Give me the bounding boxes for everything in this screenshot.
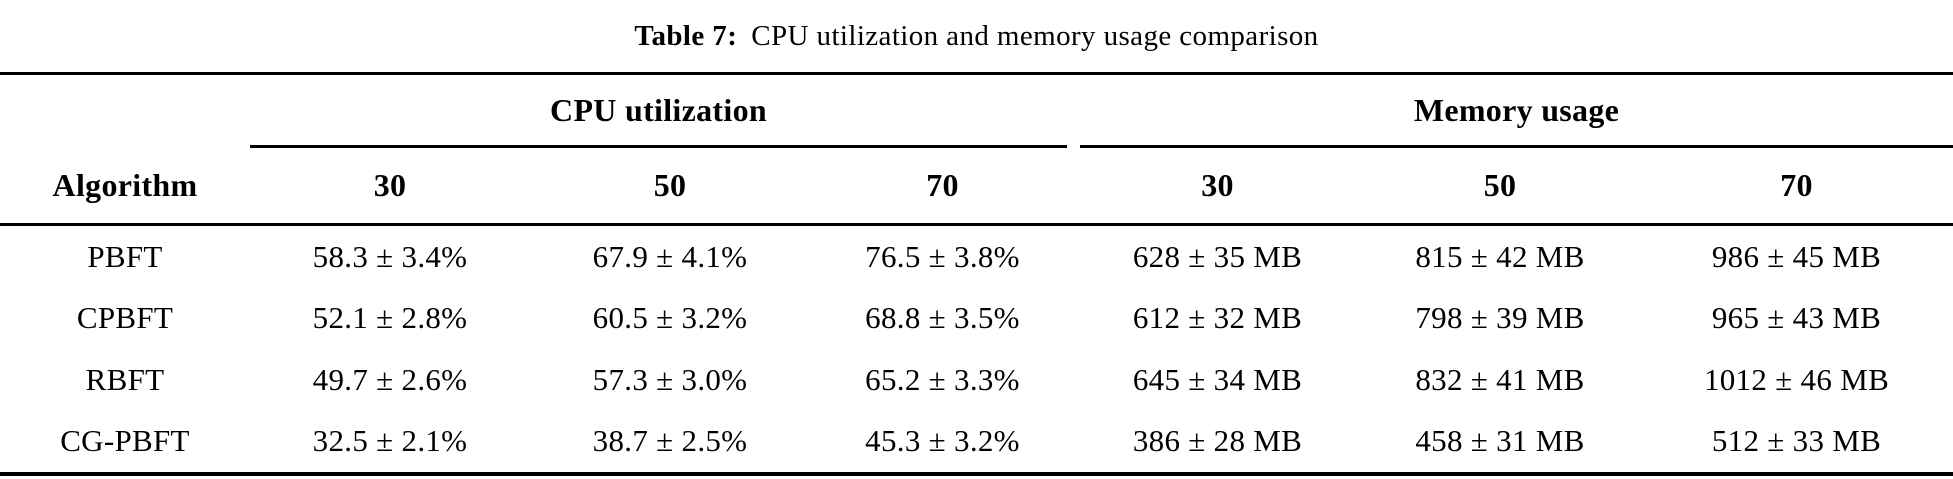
comparison-table: CPU utilization Memory usage Algorithm 3… xyxy=(0,72,1953,476)
table-cell: 65.2 ± 3.3% xyxy=(865,361,1020,397)
column-header-mem-70: 70 xyxy=(1780,167,1813,203)
column-header-mem-30: 30 xyxy=(1201,167,1234,203)
table-cell: 815 ± 42 MB xyxy=(1415,238,1585,274)
column-header-cpu-70: 70 xyxy=(926,167,959,203)
table-cell: 965 ± 43 MB xyxy=(1711,300,1882,336)
table-caption-text: CPU utilization and memory usage compari… xyxy=(751,19,1319,52)
table-cell: 612 ± 32 MB xyxy=(1132,300,1303,336)
table-caption-label: Table 7: xyxy=(634,19,738,52)
column-header-row: Algorithm 30 50 70 30 50 70 xyxy=(0,148,1953,226)
table-cell: 67.9 ± 4.1% xyxy=(592,238,748,274)
column-header-cpu-30: 30 xyxy=(373,167,407,203)
table-cell: 52.1 ± 2.8% xyxy=(312,300,468,336)
group-header-row: CPU utilization Memory usage xyxy=(0,75,1953,148)
table-cell: 512 ± 33 MB xyxy=(1711,423,1882,459)
table-row-cpbft: CPBFT 52.1 ± 2.8% 60.5 ± 3.2% 68.8 ± 3.5… xyxy=(0,288,1953,350)
table-cell: 60.5 ± 3.2% xyxy=(592,300,748,336)
table-cell: 628 ± 35 MB xyxy=(1132,238,1303,274)
row-label: RBFT xyxy=(85,361,165,397)
group-header-cpu-utilization: CPU utilization xyxy=(250,75,1067,148)
table-row-rbft: RBFT 49.7 ± 2.6% 57.3 ± 3.0% 65.2 ± 3.3%… xyxy=(0,349,1953,411)
table-cell: 58.3 ± 3.4% xyxy=(312,238,468,274)
group-header-spacer xyxy=(0,75,250,148)
table-cell: 38.7 ± 2.5% xyxy=(592,423,748,459)
group-header-memory-usage: Memory usage xyxy=(1080,75,1953,148)
table-cell: 57.3 ± 3.0% xyxy=(592,361,748,397)
row-label: PBFT xyxy=(87,238,163,274)
table-cell: 45.3 ± 3.2% xyxy=(865,423,1020,459)
table-cell: 986 ± 45 MB xyxy=(1711,238,1882,274)
table-cell: 76.5 ± 3.8% xyxy=(865,238,1020,274)
column-header-cpu-50: 50 xyxy=(653,167,687,203)
table-caption: Table 7: CPU utilization and memory usag… xyxy=(0,0,1953,72)
table-cell: 832 ± 41 MB xyxy=(1415,361,1585,397)
table-cell: 32.5 ± 2.1% xyxy=(312,423,468,459)
table-cell: 386 ± 28 MB xyxy=(1132,423,1303,459)
table-cell: 68.8 ± 3.5% xyxy=(865,300,1020,336)
table-cell: 458 ± 31 MB xyxy=(1415,423,1585,459)
column-header-algorithm: Algorithm xyxy=(52,167,198,203)
table-cell: 798 ± 39 MB xyxy=(1415,300,1585,336)
table-cell: 645 ± 34 MB xyxy=(1132,361,1303,397)
table-row-cg-pbft: CG-PBFT 32.5 ± 2.1% 38.7 ± 2.5% 45.3 ± 3… xyxy=(0,411,1953,473)
table-cell: 49.7 ± 2.6% xyxy=(312,361,468,397)
row-label: CPBFT xyxy=(76,300,174,336)
table-row-pbft: PBFT 58.3 ± 3.4% 67.9 ± 4.1% 76.5 ± 3.8%… xyxy=(0,226,1953,288)
row-label: CG-PBFT xyxy=(60,423,190,459)
table-cell: 1012 ± 46 MB xyxy=(1703,361,1890,397)
column-header-mem-50: 50 xyxy=(1483,167,1517,203)
